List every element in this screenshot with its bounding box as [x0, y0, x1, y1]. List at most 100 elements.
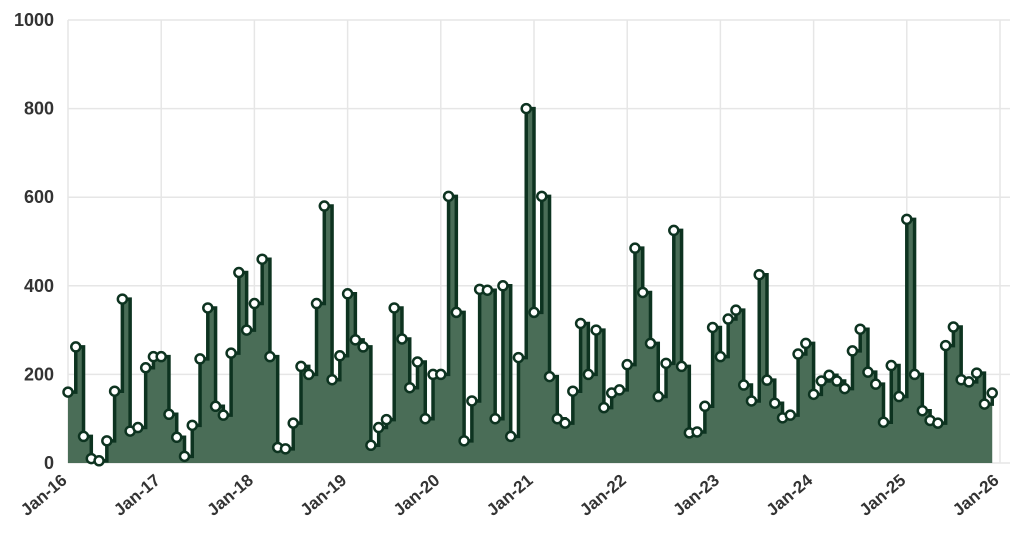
data-point — [761, 374, 773, 386]
x-tick-label-Jan-16: Jan-16 — [17, 471, 70, 520]
data-point — [963, 376, 975, 388]
x-tick-label-Jan-17: Jan-17 — [110, 471, 163, 520]
data-point — [380, 413, 393, 426]
y-tick-label-600: 600 — [24, 187, 54, 207]
data-point — [908, 368, 921, 381]
data-point — [823, 369, 835, 382]
data-point — [846, 345, 859, 357]
data-point — [807, 388, 820, 401]
data-point — [970, 367, 983, 379]
data-point — [559, 417, 571, 429]
data-point — [442, 190, 455, 203]
data-point — [209, 400, 222, 413]
data-point — [326, 373, 338, 386]
data-point — [240, 324, 253, 336]
data-point — [668, 224, 680, 237]
x-tick-label-Jan-19: Jan-19 — [297, 471, 350, 520]
data-point — [730, 304, 742, 316]
data-point — [520, 102, 532, 115]
data-point — [365, 439, 377, 452]
data-point — [869, 378, 882, 390]
y-tick-label-200: 200 — [24, 364, 54, 384]
data-point — [295, 360, 307, 373]
data-point — [621, 358, 633, 371]
data-point — [396, 333, 408, 345]
data-point — [753, 268, 765, 281]
x-tick-label-Jan-22: Jan-22 — [576, 471, 629, 520]
data-point — [178, 450, 191, 463]
data-point — [862, 366, 874, 378]
data-point — [986, 387, 998, 399]
data-point — [303, 368, 315, 381]
x-tick-label-Jan-23: Jan-23 — [669, 471, 722, 520]
data-point — [62, 386, 74, 398]
data-point — [466, 395, 478, 407]
data-point — [248, 297, 261, 310]
data-point — [70, 341, 82, 353]
data-point — [644, 337, 657, 350]
data-point — [458, 435, 470, 447]
x-tick-label-Jan-25: Jan-25 — [856, 471, 909, 520]
data-point — [893, 390, 905, 403]
data-point — [613, 384, 626, 396]
data-point — [939, 339, 952, 352]
data-point — [349, 334, 362, 346]
data-point — [497, 280, 509, 292]
data-point — [675, 360, 688, 373]
data-point — [287, 417, 299, 429]
data-point — [77, 430, 90, 443]
data-point — [528, 306, 540, 319]
data-point — [574, 317, 587, 330]
data-point — [916, 404, 929, 417]
y-axis: 0 200 400 600 800 1000 — [14, 10, 54, 473]
x-tick-label-Jan-20: Jan-20 — [390, 471, 443, 520]
data-point — [784, 409, 797, 421]
data-point — [800, 337, 812, 350]
data-point — [885, 359, 898, 372]
data-point — [155, 350, 167, 363]
data-point — [163, 408, 175, 421]
data-point — [652, 390, 665, 403]
data-point — [318, 200, 331, 212]
data-point — [388, 302, 400, 314]
data-point — [481, 284, 494, 296]
data-point — [714, 350, 727, 363]
data-point — [279, 443, 292, 455]
data-point — [403, 381, 416, 394]
data-point — [691, 426, 703, 438]
data-point — [489, 412, 501, 425]
data-point — [256, 253, 268, 265]
data-point — [815, 375, 828, 387]
data-point — [411, 356, 424, 368]
data-point — [877, 416, 890, 428]
data-point — [706, 321, 719, 334]
data-point — [108, 385, 121, 397]
data-point — [217, 409, 230, 421]
x-axis: Jan-16 Jan-17 Jan-18 Jan-19 Jan-20 Jan-21 Jan-… — [17, 470, 1002, 520]
x-tick-label-Jan-26: Jan-26 — [949, 471, 1002, 520]
data-point — [901, 213, 913, 226]
data-point — [334, 350, 346, 362]
data-point — [116, 293, 129, 305]
data-point — [512, 351, 525, 364]
data-point — [737, 379, 750, 391]
data-point — [854, 323, 866, 335]
data-point — [567, 385, 579, 397]
area-fill — [68, 108, 993, 463]
x-tick-label-Jan-21: Jan-21 — [483, 471, 536, 520]
data-point — [629, 242, 641, 254]
data-point — [536, 190, 548, 203]
data-point — [543, 370, 556, 383]
data-point — [504, 430, 517, 443]
data-point — [932, 417, 944, 429]
data-point — [194, 353, 206, 365]
data-point — [357, 341, 369, 353]
data-point — [838, 382, 851, 395]
data-point — [598, 401, 610, 414]
data-point — [233, 266, 245, 279]
data-point — [769, 397, 781, 409]
y-tick-label-0: 0 — [44, 453, 54, 473]
y-tick-label-800: 800 — [24, 99, 54, 119]
data-point — [699, 400, 711, 413]
data-point — [310, 297, 323, 310]
